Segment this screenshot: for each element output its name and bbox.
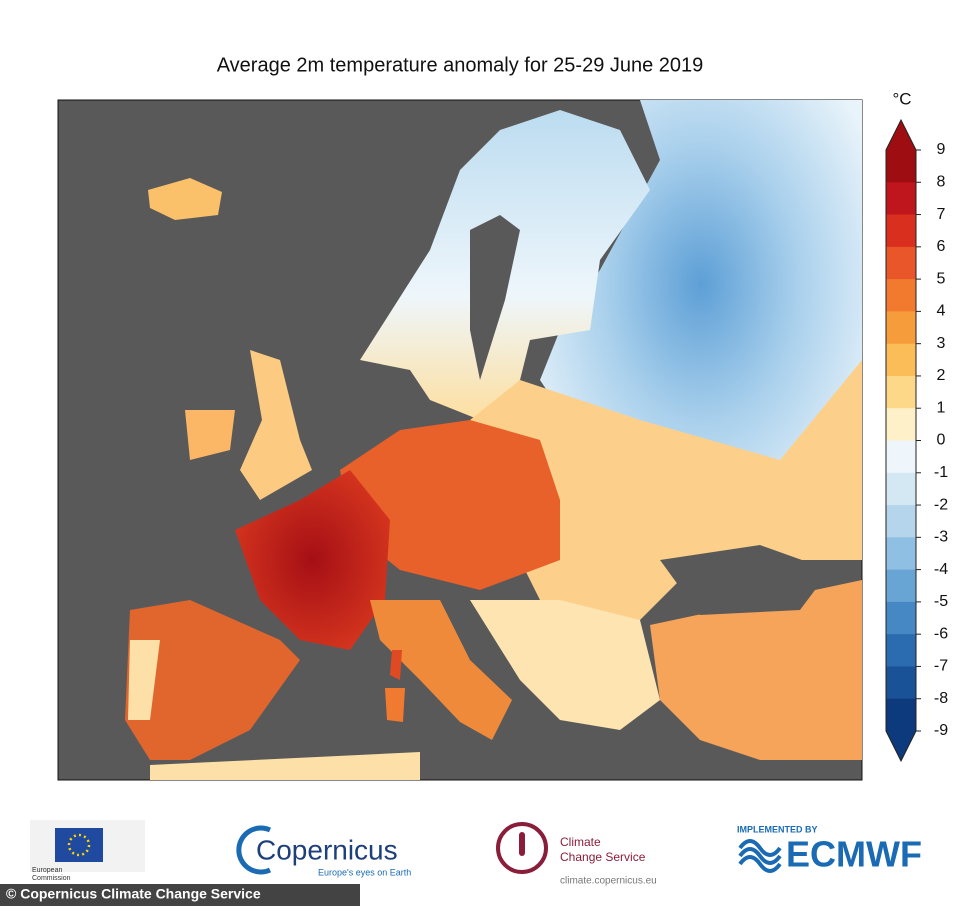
map-title: Average 2m temperature anomaly for 25-29… — [217, 54, 704, 76]
colorbar-segment — [886, 279, 916, 312]
eu-flag — [55, 828, 103, 862]
colorbar-segment — [886, 375, 916, 409]
colorbar-extend-top — [886, 120, 916, 150]
colorbar-segment — [886, 440, 916, 474]
colorbar-segment — [886, 634, 916, 667]
thermometer — [519, 832, 525, 856]
land — [125, 600, 300, 760]
colorbar-tick-label: -9 — [934, 722, 948, 739]
eu-stars — [67, 833, 91, 857]
colorbar-tick-label: -7 — [934, 658, 948, 675]
colorbar-segment — [886, 214, 916, 248]
copyright: © Copernicus Climate Change Service — [6, 886, 261, 902]
land — [128, 640, 160, 720]
colorbar-tick-label: -1 — [934, 464, 948, 481]
land — [470, 360, 862, 640]
colorbar-segment — [886, 182, 916, 216]
land — [148, 178, 222, 220]
copernicus-tagline: Europe's eyes on Earth — [318, 867, 411, 877]
colorbar-segment — [886, 343, 916, 377]
colorbar-segment — [886, 666, 916, 700]
colorbar-tick-label: 3 — [937, 335, 946, 352]
land — [370, 600, 512, 740]
colorbar-segment — [886, 311, 916, 345]
land — [650, 580, 862, 760]
eu-text: European — [32, 867, 62, 874]
colorbar-segment — [886, 505, 916, 538]
logo-copernicus: Copernicus Europe's eyes on Earth — [236, 825, 411, 877]
colorbar-tick-label: 2 — [937, 367, 946, 384]
colorbar-tick-label: 6 — [937, 238, 946, 255]
colorbar-tick-label: 5 — [937, 270, 946, 287]
colorbar-tick-label: -2 — [934, 496, 948, 513]
map — [57, 99, 863, 781]
colorbar-tick-label: -3 — [934, 529, 948, 546]
colorbar-tick-label: 4 — [937, 303, 946, 320]
sea — [660, 545, 830, 615]
land — [185, 410, 235, 460]
colorbar-tick-label: 1 — [937, 399, 946, 416]
colorbar-tick-label: 8 — [937, 173, 946, 190]
colorbar-tick-label: -5 — [934, 593, 948, 610]
colorbar-tick-label: 7 — [937, 206, 946, 223]
colorbar-tick-label: -8 — [934, 690, 948, 707]
colorbar-tick-label: -6 — [934, 625, 948, 642]
ecmwf-caption: IMPLEMENTED BY — [737, 824, 818, 834]
climate-mark — [496, 822, 548, 874]
colorbar-segment — [886, 537, 916, 571]
sea — [470, 215, 520, 380]
copernicus-mark — [236, 825, 272, 875]
land — [150, 752, 420, 780]
colorbar-segment — [886, 150, 916, 183]
land — [235, 470, 390, 650]
logo-ecmwf: IMPLEMENTED BY ECMWF — [737, 824, 922, 874]
land — [470, 600, 660, 730]
copyright-bar — [0, 884, 360, 906]
colorbar-unit: °C — [892, 89, 911, 108]
colorbar-segment — [886, 601, 916, 635]
colorbar-extend-bottom — [886, 731, 916, 761]
colorbar-segment — [886, 472, 916, 506]
land — [390, 650, 402, 680]
land — [385, 688, 405, 722]
logo-eu: European Commission — [30, 820, 145, 882]
colorbar-tick-label: -4 — [934, 561, 948, 578]
colorbar-segment — [886, 569, 916, 603]
land — [340, 420, 560, 590]
colorbar-segment — [886, 408, 916, 441]
ecmwf-mark — [738, 839, 782, 873]
colorbar-segment — [886, 698, 916, 732]
eu-text: Commission — [32, 875, 71, 882]
colorbar: °C 9 8 7 6 5 4 3 2 1 0 -1 -2 -3 -4 -5 -6 -7 -8 -9 — [885, 89, 948, 763]
colorbar-tick-label: 0 — [937, 432, 946, 449]
climate-text: Climate — [560, 835, 601, 849]
colorbar-tick-label: 9 — [937, 141, 946, 158]
land — [240, 350, 312, 500]
logo-climate: Climate Change Service climate.copernicu… — [496, 822, 657, 887]
copernicus-name: Copernicus — [256, 834, 398, 865]
climate-text: Change Service — [560, 850, 646, 864]
colorbar-segment — [886, 246, 916, 280]
ecmwf-name: ECMWF — [786, 834, 922, 875]
climate-url: climate.copernicus.eu — [560, 876, 657, 887]
